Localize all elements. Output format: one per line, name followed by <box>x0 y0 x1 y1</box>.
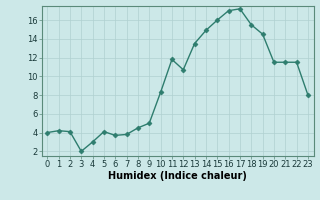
X-axis label: Humidex (Indice chaleur): Humidex (Indice chaleur) <box>108 171 247 181</box>
